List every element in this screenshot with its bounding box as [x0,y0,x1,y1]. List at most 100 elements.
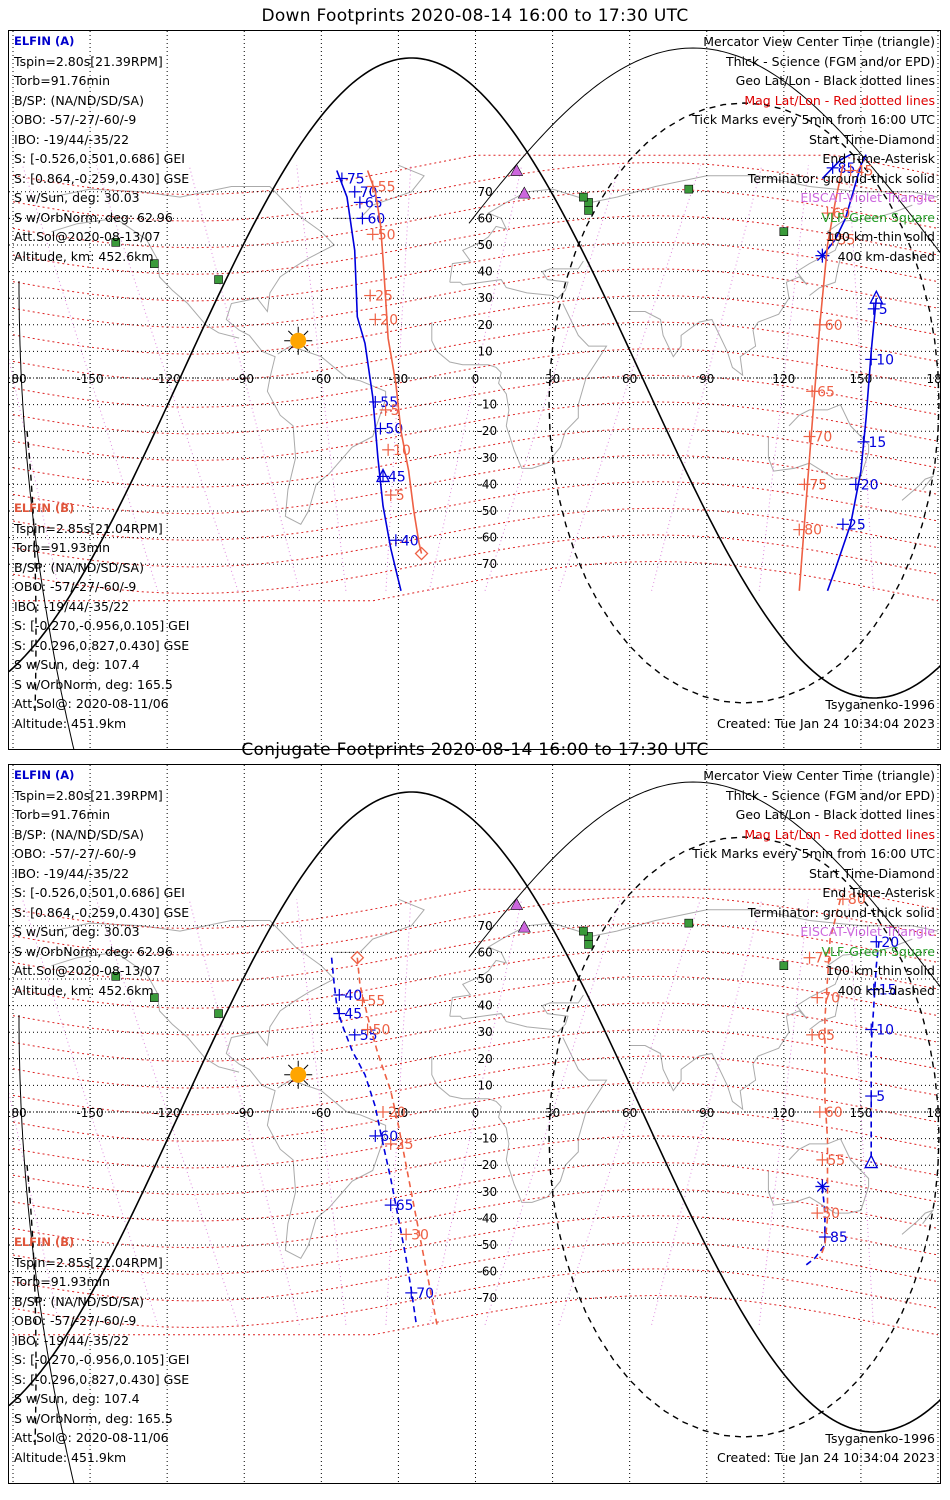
lat-tick-label: 70 [478,185,493,199]
elfin-info-line: B/SP: (NA/ND/SD/SA) [14,92,144,108]
elfin-info-line: Altitude, km: 452.6km [14,248,154,264]
terminator-ground [9,57,940,699]
tick-label: 45 [388,469,406,485]
vlf-square-icon [684,918,694,928]
footprint-trace-a [330,957,418,1325]
tick-label: 20 [881,935,899,951]
elfin-info-line: S: [-0.270,-0.956,0.105] GEI [14,1352,190,1367]
tick-label: 5 [879,302,888,318]
tick-label: 55 [380,395,398,411]
footprint-trace-a [821,153,851,180]
tick-label: 5 [396,488,405,504]
end-asterisk-marker [816,1181,828,1192]
elfin-info-line: Tspin=2.80s[21.39RPM] [14,787,163,803]
tick-label: 20 [388,1105,406,1121]
tick-label: 60 [825,1105,843,1121]
elfin-info-line: IBO: -19/44/-35/22 [14,131,130,147]
lon-tick-label: 90 [699,372,714,386]
eiscat-triangle-icon [510,163,524,176]
footprint-trace-a [870,941,880,1163]
lon-tick-label: 30 [545,372,560,386]
tick-label: 65 [365,195,383,211]
mag-lat-line [13,1294,939,1336]
title-down: Down Footprints 2020-08-14 16:00 to 17:3… [261,6,689,26]
legend-item: Thick - Science (FGM and/or EPD) [726,53,935,69]
legend-item: 400 km-dashed [837,982,935,998]
lon-tick-label: -150 [76,1106,103,1120]
vlf-square-icon [584,940,593,949]
tick-label: 45 [856,164,874,180]
eiscat-triangle-icon [510,897,524,910]
mag-lat-line [12,1002,939,1063]
tick-label: 70 [815,430,833,446]
title-conjugate: Conjugate Footprints 2020-08-14 16:00 to… [241,740,709,760]
mag-lat-line [12,215,939,275]
vlf-square-icon [579,192,588,202]
tick-label: 15 [868,435,886,451]
lat-tick-label: 60 [478,211,493,225]
mag-lon-line [22,899,159,1325]
tick-label: 60 [367,211,385,227]
mag-lon-line [22,165,159,591]
elfin-info-line: S: [0.864,-0.259,0.430] GSE [14,170,190,186]
lat-tick-label: -10 [478,398,498,412]
tick-label: 75 [347,172,365,188]
legend-item: End Time-Asterisk [822,885,935,900]
lat-tick-label: -60 [478,531,498,545]
footprint-trace-a [826,298,878,592]
lat-tick-label: 60 [478,945,493,959]
lon-tick-label: -150 [76,372,103,386]
tick-label: 10 [876,352,894,368]
sun-icon [290,332,307,349]
elfin-info-line: IBO: -19/44/-35/22 [14,865,130,881]
tick-label: 65 [817,1028,835,1044]
mag-lat-line [12,427,939,488]
tick-label: 80 [848,892,866,908]
coastline [334,898,425,953]
sun-icon [290,1066,307,1083]
elfin-info-line: S w/Sun, deg: 107.4 [14,657,140,672]
mag-lat-line [13,560,939,602]
lat-tick-label: -70 [478,557,498,571]
lon-tick-label: 180 [927,372,941,386]
lon-tick-label: 120 [772,372,795,386]
coastline [809,992,841,1030]
mag-lon-line [95,899,239,1325]
vlf-square-icon [214,275,223,284]
lon-tick-label: -30 [389,372,409,386]
lat-tick-label: 70 [478,919,493,933]
sun-ray [303,346,309,352]
legend-item: Geo Lat/Lon - Black dotted lines [735,73,935,88]
lon-tick-label: -90 [234,372,254,386]
coastline [431,303,608,469]
lon-tick-label: 60 [622,1106,637,1120]
elfin-info-line: S: [-0.296,0.827,0.430] GSE [14,1371,190,1387]
elfin-info-line: OBO: -57/-27/-60/-9 [14,579,137,594]
vlf-square-icon [779,961,789,970]
legend-item: Terminator: ground-thick solid [747,904,935,920]
elfin-info-line: Tspin=2.85s[21.04RPM] [14,1254,163,1270]
vlf-square-icon [111,972,121,981]
lat-tick-label: -30 [478,451,498,465]
lon-tick-label: 150 [849,372,872,386]
lon-tick-label: 150 [849,1106,872,1120]
elfin-header: ELFIN (A) [14,34,75,48]
tick-label: 25 [396,1137,414,1153]
terminator-100km [468,781,940,988]
lon-tick-label: 90 [699,1106,714,1120]
mag-lat-line [12,1055,939,1116]
terminator-100km-left [18,1015,75,1483]
center-triangle-marker [375,467,391,483]
footprint-trace-a [803,1186,826,1267]
legend-item: EISCAT-Violet Triangle [800,190,935,205]
elfin-info-line: Att.Sol@: 2020-08-11/06 [14,696,169,711]
coastline [809,258,841,296]
lat-tick-label: 30 [478,291,493,305]
lon-tick-label: 30 [545,1106,560,1120]
mag-lat-line [12,1188,939,1249]
elfin-header: ELFIN (B) [14,1235,75,1249]
coastline [629,204,913,377]
tick-label: 45 [344,1007,362,1023]
tick-label: 75 [809,477,827,493]
tick-label: 5 [391,403,400,419]
